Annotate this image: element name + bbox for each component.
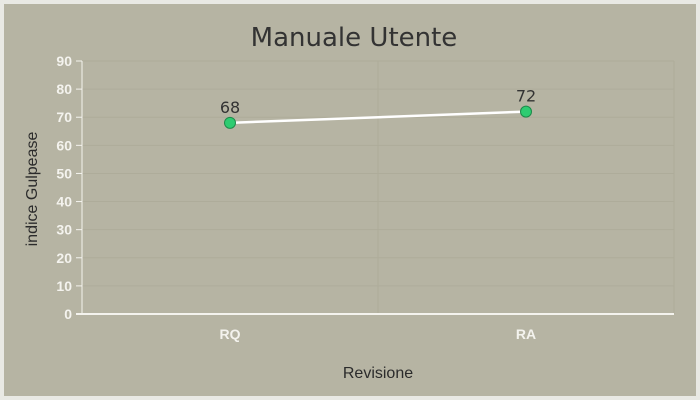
y-axis-ticks: 0 10 20 30 40 50 60 70 80 90 — [56, 53, 82, 322]
y-tick-label: 10 — [56, 278, 72, 294]
data-point-marker[interactable] — [224, 116, 236, 129]
y-tick-label: 70 — [56, 109, 72, 125]
series-layer: 68 72 — [220, 87, 536, 129]
y-tick-label: 30 — [56, 222, 72, 238]
gridlines — [82, 60, 675, 314]
x-axis-ticks: RQ RA — [220, 326, 537, 342]
chart-title: Manuale Utente — [251, 23, 458, 53]
x-axis-title: Revisione — [343, 365, 413, 382]
y-tick-label: 20 — [56, 250, 72, 266]
x-tick-label: RQ — [220, 326, 241, 342]
y-tick-label: 0 — [64, 306, 72, 322]
data-label: 72 — [516, 87, 536, 106]
y-tick-label: 50 — [56, 165, 72, 181]
data-point-marker[interactable] — [520, 105, 532, 118]
y-tick-label: 80 — [56, 81, 72, 97]
data-label: 68 — [220, 98, 240, 117]
x-tick-label: RA — [516, 326, 536, 342]
line-chart: 0 10 20 30 40 50 60 70 80 90 RQ RA 68 72 Manuale Ut… — [24, 23, 675, 382]
y-axis-title: indice Gulpease — [24, 132, 41, 247]
y-tick-label: 40 — [56, 194, 72, 210]
series-line — [229, 110, 527, 125]
y-tick-label: 60 — [56, 137, 72, 153]
y-tick-label: 90 — [56, 53, 72, 69]
